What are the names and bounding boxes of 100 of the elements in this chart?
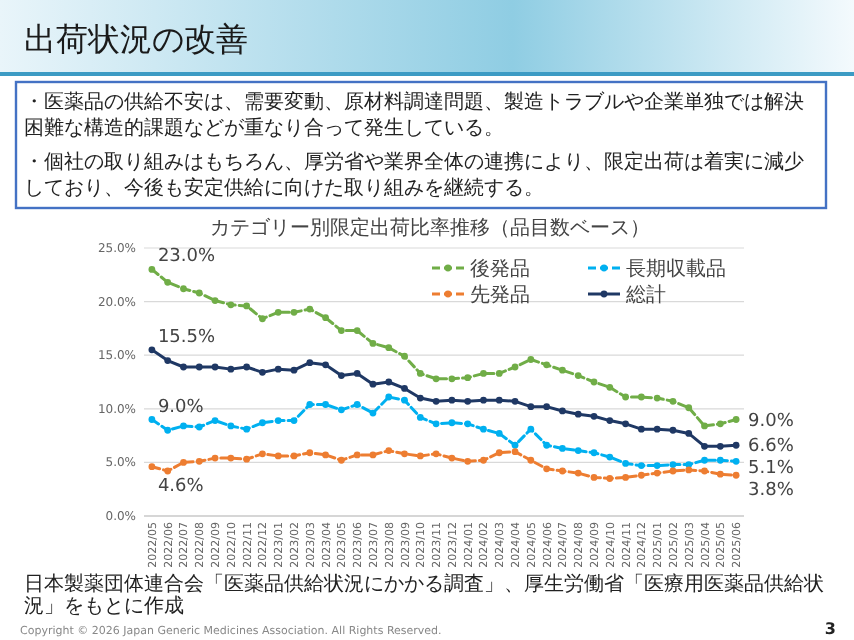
point bbox=[211, 417, 219, 424]
point bbox=[701, 467, 708, 475]
legend-label: 総計 bbox=[624, 283, 666, 307]
point bbox=[164, 357, 172, 364]
point bbox=[495, 430, 503, 437]
point bbox=[401, 385, 408, 392]
point bbox=[701, 456, 708, 464]
point bbox=[180, 285, 187, 293]
point bbox=[732, 416, 740, 423]
point bbox=[148, 416, 156, 423]
point bbox=[401, 396, 408, 404]
point bbox=[543, 361, 551, 369]
data-label: 9.0% bbox=[157, 397, 205, 418]
point bbox=[259, 450, 266, 458]
point bbox=[385, 393, 393, 401]
point bbox=[164, 426, 172, 434]
point bbox=[432, 420, 440, 428]
point bbox=[527, 456, 535, 464]
point bbox=[653, 394, 661, 402]
point bbox=[669, 397, 677, 405]
point bbox=[401, 352, 408, 360]
point bbox=[290, 308, 298, 316]
point bbox=[511, 441, 519, 449]
point bbox=[511, 448, 519, 456]
point bbox=[322, 451, 329, 459]
point bbox=[337, 372, 345, 379]
data-label: 6.6% bbox=[748, 437, 795, 458]
point bbox=[716, 442, 724, 450]
point bbox=[464, 397, 472, 405]
point bbox=[416, 413, 424, 421]
text: ・医薬品の供給不安は、需要変動、原材料調達問題、製造トラブルや企業単独では解決困難な構造的課題などが重なり合って発生している。 bbox=[24, 90, 804, 140]
point bbox=[622, 393, 629, 401]
point bbox=[574, 447, 582, 455]
point bbox=[559, 366, 566, 374]
point bbox=[369, 380, 377, 388]
point bbox=[480, 396, 487, 404]
point bbox=[195, 423, 203, 431]
point bbox=[637, 425, 645, 433]
point bbox=[180, 422, 187, 430]
point bbox=[590, 378, 598, 386]
point bbox=[227, 365, 235, 373]
point bbox=[590, 474, 598, 481]
point bbox=[385, 447, 393, 455]
point bbox=[669, 467, 677, 475]
point bbox=[211, 363, 219, 371]
chart-title: 出荷状況の改善 bbox=[24, 20, 248, 58]
legend-label: 後発品 bbox=[470, 257, 530, 281]
point bbox=[369, 451, 377, 459]
point bbox=[353, 327, 361, 334]
point bbox=[574, 410, 582, 418]
point bbox=[622, 460, 629, 467]
point bbox=[259, 368, 266, 376]
point bbox=[574, 372, 582, 379]
point bbox=[574, 469, 582, 477]
point bbox=[290, 366, 298, 374]
point bbox=[432, 450, 440, 458]
point bbox=[306, 401, 314, 408]
point bbox=[685, 461, 693, 468]
point bbox=[559, 407, 566, 415]
point bbox=[716, 420, 724, 428]
point bbox=[543, 441, 551, 449]
data-label: 9.0% bbox=[748, 411, 795, 432]
point bbox=[701, 442, 708, 450]
point bbox=[480, 425, 487, 433]
point bbox=[701, 422, 708, 430]
legend-label: 長期収載品 bbox=[626, 257, 726, 281]
point bbox=[732, 457, 740, 465]
point bbox=[527, 403, 535, 411]
point bbox=[353, 451, 361, 459]
point bbox=[148, 346, 156, 354]
data-label: 5.1% bbox=[748, 459, 795, 480]
point bbox=[227, 454, 235, 462]
point bbox=[527, 356, 535, 363]
point bbox=[180, 363, 187, 371]
point bbox=[432, 397, 440, 405]
point bbox=[622, 474, 629, 481]
point bbox=[716, 456, 724, 464]
point bbox=[306, 359, 314, 367]
point bbox=[337, 406, 345, 414]
point bbox=[164, 467, 172, 475]
point bbox=[637, 471, 645, 479]
point bbox=[401, 450, 408, 458]
point bbox=[306, 305, 314, 313]
point bbox=[385, 378, 393, 386]
point bbox=[337, 456, 345, 464]
point bbox=[511, 397, 519, 405]
text: ・個社の取り組みはもちろん、厚労省や業界全体の連携により、限定出荷は着実に減少しており、今後も安定供給に向けた取り組みを継続する。 bbox=[24, 150, 804, 200]
point bbox=[337, 327, 345, 334]
point bbox=[274, 365, 282, 373]
point bbox=[211, 297, 219, 304]
point bbox=[274, 452, 282, 460]
point bbox=[448, 375, 456, 383]
point bbox=[527, 425, 535, 433]
point bbox=[227, 422, 235, 430]
point bbox=[369, 409, 377, 417]
point bbox=[195, 289, 203, 297]
point bbox=[195, 457, 203, 465]
point bbox=[164, 278, 172, 286]
point bbox=[622, 420, 629, 428]
point bbox=[732, 441, 740, 449]
